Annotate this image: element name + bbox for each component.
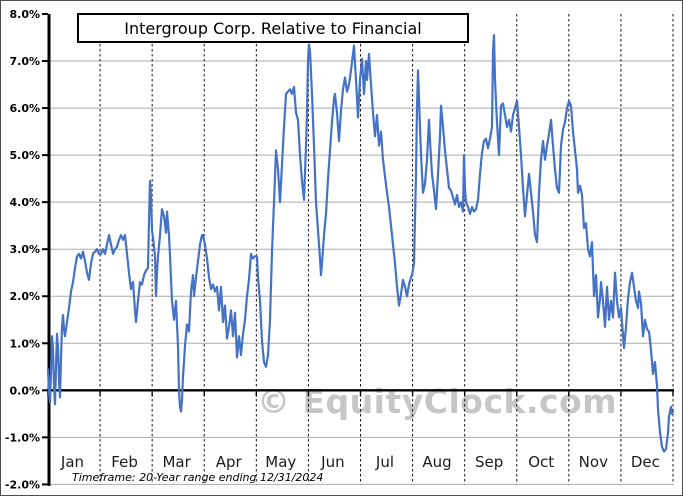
x-axis-month-label: Dec [631,453,660,471]
y-axis-label: -2.0% [5,478,40,491]
x-axis-month-label: May [265,453,296,471]
equityclock-watermark: © EquityClock.com [257,382,618,421]
y-axis-label: -1.0% [5,431,40,444]
x-axis-month-label: Apr [216,453,243,471]
relative-performance-line [46,34,675,453]
x-axis-month-label: Oct [528,453,554,471]
y-axis-label: 1.0% [9,337,40,350]
x-axis-month-label: Feb [111,453,138,471]
y-axis-label: 2.0% [9,290,40,303]
y-axis-label: 4.0% [9,196,40,209]
x-axis-month-label: Nov [579,453,608,471]
x-axis-month-label: Jun [320,453,344,471]
y-axis-label: 8.0% [9,8,40,21]
y-axis-label: 7.0% [9,55,40,68]
chart-title-box: Intergroup Corp. Relative to Financial [77,13,469,43]
x-axis-month-label: Jul [375,453,394,471]
y-axis-label: 6.0% [9,102,40,115]
x-axis-month-label: Mar [162,453,191,471]
x-axis-month-label: Aug [422,453,451,471]
y-axis-label: 5.0% [9,149,40,162]
x-axis-month-label: Jan [60,453,84,471]
x-axis-month-label: Sep [475,453,503,471]
y-axis-label: 0.0% [9,384,40,397]
chart-title: Intergroup Corp. Relative to Financial [124,18,422,38]
timeframe-note: Timeframe: 20-Year range ending 12/31/20… [72,471,324,484]
y-axis-label: 3.0% [9,243,40,256]
